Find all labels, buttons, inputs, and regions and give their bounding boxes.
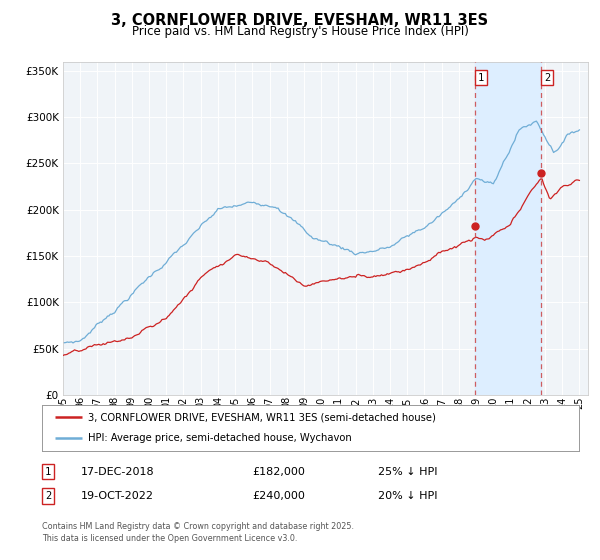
Text: 2: 2 [45, 491, 51, 501]
Text: 3, CORNFLOWER DRIVE, EVESHAM, WR11 3ES: 3, CORNFLOWER DRIVE, EVESHAM, WR11 3ES [112, 13, 488, 28]
Text: 1: 1 [478, 73, 484, 83]
Bar [475, 62, 541, 395]
Text: £182,000: £182,000 [252, 466, 305, 477]
Text: £240,000: £240,000 [252, 491, 305, 501]
Text: 3, CORNFLOWER DRIVE, EVESHAM, WR11 3ES (semi-detached house): 3, CORNFLOWER DRIVE, EVESHAM, WR11 3ES (… [88, 412, 436, 422]
Text: 19-OCT-2022: 19-OCT-2022 [81, 491, 154, 501]
Text: 17-DEC-2018: 17-DEC-2018 [81, 466, 155, 477]
Text: 2: 2 [544, 73, 550, 83]
Text: 1: 1 [45, 466, 51, 477]
Text: 20% ↓ HPI: 20% ↓ HPI [378, 491, 437, 501]
Text: 25% ↓ HPI: 25% ↓ HPI [378, 466, 437, 477]
Text: HPI: Average price, semi-detached house, Wychavon: HPI: Average price, semi-detached house,… [88, 433, 352, 444]
Text: This data is licensed under the Open Government Licence v3.0.: This data is licensed under the Open Gov… [42, 534, 298, 543]
Text: Price paid vs. HM Land Registry's House Price Index (HPI): Price paid vs. HM Land Registry's House … [131, 25, 469, 38]
Text: Contains HM Land Registry data © Crown copyright and database right 2025.: Contains HM Land Registry data © Crown c… [42, 522, 354, 531]
